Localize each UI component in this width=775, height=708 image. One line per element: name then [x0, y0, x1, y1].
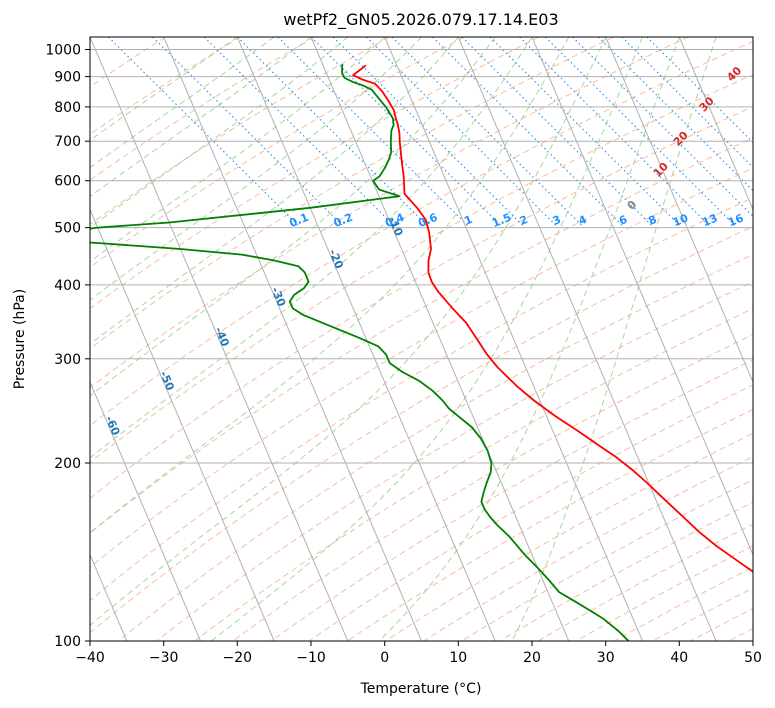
isotherm-gridline: [90, 380, 201, 641]
isotherm-gridline: [90, 208, 275, 641]
dewpoint-profile-line: [90, 64, 630, 641]
isotherm-gridline: [457, 37, 717, 641]
isotherm-gridline: [605, 37, 753, 384]
y-tick-label: 700: [54, 134, 81, 150]
y-tick-label: 300: [54, 352, 81, 368]
y-tick-label: 900: [54, 70, 81, 86]
plot-area: -100-90-80-70-60-50-40-30-20-100.10.20.4…: [90, 37, 753, 641]
mixing-ratio-label: 1: [462, 213, 474, 228]
mixing-ratio-line: [277, 37, 471, 228]
moist-adiabat: [511, 37, 717, 641]
mixing-ratio-line: [544, 37, 738, 228]
dry-adiabat: [232, 333, 753, 641]
moist-adiabat: [90, 37, 349, 229]
mixing-ratio-line: [203, 37, 397, 228]
isobar-gridlines: [90, 49, 753, 641]
x-tick-label: −20: [223, 650, 253, 666]
isotherm-gridline: [310, 37, 570, 641]
moist-adiabat: [211, 37, 643, 641]
isotherm-gridlines: [90, 37, 753, 641]
x-tick-label: 30: [597, 650, 615, 666]
moist-adiabat: [90, 37, 496, 397]
dry-adiabat: [90, 37, 540, 310]
x-tick-label: −10: [296, 650, 326, 666]
y-tick-label: 800: [54, 100, 81, 116]
isotherm-gridline: [384, 37, 643, 641]
temperature-profile-line: [352, 64, 753, 573]
y-axis-ticks: 100 200 300 400 500 600 700 800 900 1000: [45, 43, 90, 650]
mixing-ratio-line: [519, 37, 712, 228]
isotherm-gridline: [163, 37, 422, 641]
dry-adiabat: [90, 37, 614, 350]
x-tick-label: 10: [449, 650, 467, 666]
mixing-ratio-line: [391, 37, 585, 228]
dry-adiabat: [90, 37, 465, 268]
x-tick-label: 0: [380, 650, 389, 666]
plot-frame: [89, 36, 754, 642]
isotherm-gridline: [531, 37, 753, 557]
mixing-ratio-label: 8: [647, 213, 659, 228]
dry-adiabat: [156, 281, 753, 641]
mixing-ratio-label: 13: [700, 211, 719, 229]
moist-adiabat: [90, 37, 238, 141]
mixing-ratio-label: 10: [671, 211, 690, 229]
dry-adiabats: [90, 37, 753, 641]
x-tick-label: 40: [670, 650, 688, 666]
y-axis-label: Pressure (hPa): [12, 289, 28, 389]
mixing-ratio-line: [621, 37, 753, 169]
mixing-ratio-line: [489, 37, 683, 228]
moist-adiabat: [90, 37, 386, 263]
x-tick-label: −40: [75, 650, 105, 666]
mixing-ratio-label: 2: [518, 213, 530, 228]
y-tick-label: 500: [54, 221, 81, 237]
mixing-ratio-line: [332, 37, 526, 228]
x-tick-label: 50: [744, 650, 762, 666]
chart-title: wetPf2_GN05.2026.079.17.14.E03: [283, 10, 558, 30]
y-tick-label: 1000: [45, 43, 81, 59]
mixing-ratio-line: [597, 37, 753, 192]
mixing-ratio-label: 16: [726, 211, 745, 229]
dry-adiabat: [118, 253, 753, 641]
dry-adiabat: [90, 73, 753, 464]
dry-adiabat: [90, 225, 753, 634]
y-tick-label: 200: [54, 456, 81, 472]
dry-adiabat: [194, 307, 753, 641]
y-tick-label: 600: [54, 174, 81, 190]
moist-adiabat: [90, 37, 570, 534]
moist-adiabat: [90, 37, 607, 626]
mixing-ratio-line: [461, 37, 655, 228]
moist-adiabat: [90, 37, 459, 345]
y-tick-label: 100: [54, 634, 81, 650]
x-tick-label: −30: [149, 650, 179, 666]
x-tick-label: 20: [523, 650, 541, 666]
mixing-ratio-line: [310, 37, 504, 228]
dry-adiabat: [90, 37, 689, 389]
dry-adiabat: [90, 40, 753, 427]
moist-adiabat: [90, 37, 312, 198]
isotherm-gridline: [678, 37, 753, 211]
y-tick-label: 400: [54, 278, 81, 294]
isotherm-gridline: [236, 37, 496, 641]
x-axis-label: Temperature (°C): [360, 681, 482, 697]
mixing-ratio-line: [152, 37, 345, 228]
mixing-ratio-label: 3: [551, 213, 563, 228]
sounding-series: [90, 64, 753, 641]
mixing-ratio-line: [646, 37, 753, 144]
dry-adiabat: [90, 37, 315, 181]
x-axis-ticks: −40 −30 −20 −10 0 10 20 30 40 50: [75, 641, 762, 666]
isotherm-gridline: [90, 37, 349, 641]
mixing-ratio-line: [432, 37, 625, 228]
mixing-ratio-line: [572, 37, 753, 218]
